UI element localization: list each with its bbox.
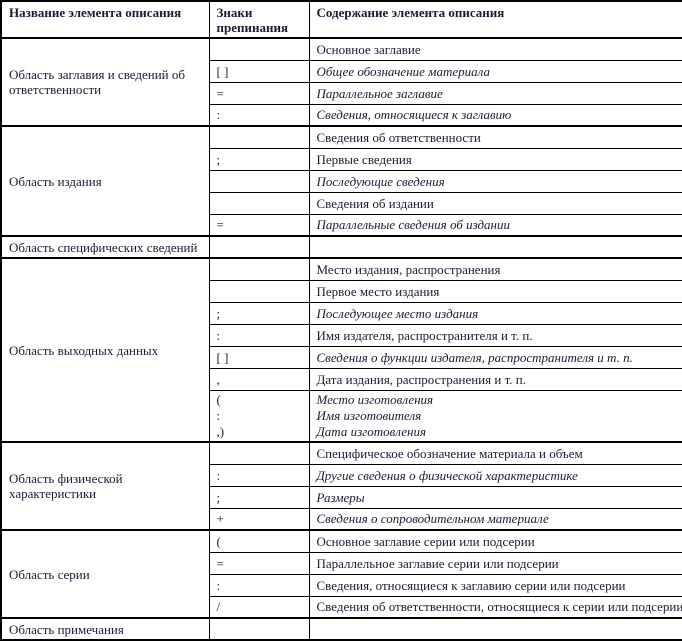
table-row: Область специфических сведений xyxy=(0,235,682,259)
table-row: Последующие сведения xyxy=(1,169,682,193)
header-element-name: Название элемента описания xyxy=(0,0,210,39)
table-header: Название элемента описания Знаки препина… xyxy=(0,0,682,39)
table-row: (:,) Место изготовления Имя изготовителя Да… xyxy=(1,389,682,443)
punctuation-cell xyxy=(208,441,310,465)
punctuation-cell xyxy=(208,279,310,303)
content-line: Место изготовления xyxy=(316,391,434,407)
punctuation-cell: [ ] xyxy=(208,59,310,83)
punctuation-line: ( xyxy=(216,391,221,407)
punctuation-cell: ; xyxy=(208,147,310,171)
content-cell: Место изготовления Имя изготовителя Дата и… xyxy=(308,389,682,443)
punctuation-cell xyxy=(208,191,310,215)
content-cell: Сведения об издании xyxy=(308,191,682,215)
table-row: Область серии(Основное заглавие серии ил… xyxy=(0,529,682,619)
punctuation-cell: + xyxy=(208,507,310,531)
table-row: = Параллельное заглавие xyxy=(1,81,682,105)
area-name-cell: Область физической характеристики xyxy=(0,441,210,531)
area-name-cell: Область специфических сведений xyxy=(0,235,210,259)
content-cell: Основное заглавие xyxy=(308,37,682,61)
punctuation-line: ,) xyxy=(216,423,225,439)
table-row: [ ] Сведения о функции издателя, распрост… xyxy=(1,345,682,369)
table-body: Область заглавия и сведений об ответстве… xyxy=(0,37,682,641)
table-row: ; Первые сведения xyxy=(1,147,682,171)
punctuation-cell: (:,) xyxy=(208,389,310,443)
area-name-cell: Область издания xyxy=(0,125,210,237)
punctuation-cell: / xyxy=(208,595,310,619)
table-row: Область физической характеристики Специфи… xyxy=(0,441,682,531)
area-name-cell: Область выходных данных xyxy=(0,257,210,443)
content-cell: Последующие сведения xyxy=(308,169,682,193)
content-cell: Сведения об ответственности, относящиеся… xyxy=(308,595,682,619)
punctuation-cell: = xyxy=(208,81,310,105)
content-line: Имя изготовителя xyxy=(316,407,422,423)
table-row: = Параллельные сведения об издании xyxy=(1,213,682,237)
table-row: Область примечания xyxy=(0,617,682,641)
punctuation-cell: : xyxy=(208,103,310,127)
table-row: [ ] Общее обозначение материала xyxy=(1,59,682,83)
content-cell: Параллельное заглавие xyxy=(308,81,682,105)
header-punctuation: Знаки препинания xyxy=(208,0,310,39)
table-row: : Сведения, относящиеся к заглавию серии … xyxy=(1,573,682,597)
content-cell: Первые сведения xyxy=(308,147,682,171)
content-cell: Имя издателя, распространителя и т. п. xyxy=(308,323,682,347)
content-cell: Сведения о сопроводительном материале xyxy=(308,507,682,531)
table-row: : Имя издателя, распространителя и т. п. xyxy=(1,323,682,347)
table-row: Область выходных данных Место издания, ра… xyxy=(0,257,682,443)
content-cell: Сведения об ответственности xyxy=(308,125,682,149)
punctuation-cell: : xyxy=(208,463,310,487)
punctuation-cell xyxy=(208,169,310,193)
table-row: + Сведения о сопроводительном материале xyxy=(1,507,682,531)
punctuation-cell: = xyxy=(208,551,310,575)
punctuation-cell: [ ] xyxy=(208,345,310,369)
header-element-content: Содержание элемента описания xyxy=(308,0,682,39)
content-cell: Последующее место издания xyxy=(308,301,682,325)
content-cell xyxy=(308,617,682,641)
punctuation-cell xyxy=(208,125,310,149)
punctuation-cell xyxy=(208,617,310,641)
table-row: : Сведения, относящиеся к заглавию xyxy=(1,103,682,127)
table-row: Область издания Сведения об ответственнос… xyxy=(0,125,682,237)
header-row: Название элемента описания Знаки препина… xyxy=(0,0,682,39)
punctuation-line: : xyxy=(216,407,221,423)
punctuation-cell: = xyxy=(208,213,310,237)
table-row: / Сведения об ответственности, относящиес… xyxy=(1,595,682,619)
content-cell: Основное заглавие серии или подсерии xyxy=(308,529,682,553)
table-row: ; Размеры xyxy=(1,485,682,509)
content-cell: Сведения о функции издателя, распростран… xyxy=(308,345,682,369)
content-cell: Сведения, относящиеся к заглавию серии и… xyxy=(308,573,682,597)
content-cell: Сведения, относящиеся к заглавию xyxy=(308,103,682,127)
punctuation-cell: ( xyxy=(208,529,310,553)
area-name-cell: Область заглавия и сведений об ответстве… xyxy=(0,37,210,127)
punctuation-cell: ; xyxy=(208,485,310,509)
content-cell: Параллельные сведения об издании xyxy=(308,213,682,237)
content-cell: Параллельное заглавие серии или подсерии xyxy=(308,551,682,575)
punctuation-cell: ; xyxy=(208,301,310,325)
content-cell: Размеры xyxy=(308,485,682,509)
content-cell: Другие сведения о физической характерист… xyxy=(308,463,682,487)
punctuation-cell: : xyxy=(208,573,310,597)
table-row: : Другие сведения о физической характерис… xyxy=(1,463,682,487)
content-cell: Дата издания, распространения и т. п. xyxy=(308,367,682,391)
content-cell: Первое место издания xyxy=(308,279,682,303)
punctuation-cell: , xyxy=(208,367,310,391)
punctuation-cell: : xyxy=(208,323,310,347)
area-name-cell: Область серии xyxy=(0,529,210,619)
content-cell: Общее обозначение материала xyxy=(308,59,682,83)
punctuation-cell xyxy=(208,37,310,61)
content-cell: Место издания, распространения xyxy=(308,257,682,281)
content-cell xyxy=(308,235,682,259)
table-row: Область заглавия и сведений об ответстве… xyxy=(0,37,682,127)
punctuation-cell xyxy=(208,257,310,281)
punctuation-cell xyxy=(208,235,310,259)
content-line: Дата изготовления xyxy=(316,423,427,439)
area-name-cell: Область примечания xyxy=(0,617,210,641)
content-cell: Специфическое обозначение материала и об… xyxy=(308,441,682,465)
table-row: Первое место издания xyxy=(1,279,682,303)
